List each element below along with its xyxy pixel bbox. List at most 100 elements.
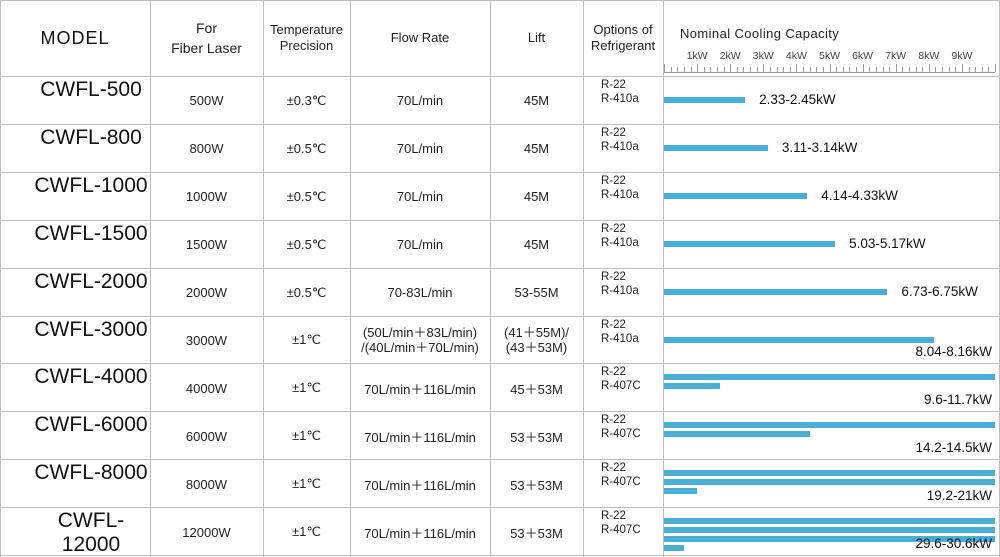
cell-flow: 70L/min	[350, 174, 490, 220]
cell-temp-text: ±0.3℃	[286, 92, 327, 108]
cell-lift-text: 45M	[523, 237, 550, 253]
cell-temp: ±1℃	[263, 318, 350, 364]
cell-lift-text: 53＋53M	[510, 429, 563, 445]
column-divider	[350, 0, 351, 557]
cell-refrigerant: R-22 R-407C	[583, 365, 663, 411]
header-lift-text: Lift	[527, 30, 546, 45]
scale-tick	[677, 67, 679, 72]
scale-tick	[928, 64, 930, 72]
scale-tick	[683, 67, 685, 72]
cell-model: CWFL-12000	[0, 509, 150, 556]
row-divider	[0, 0, 1000, 1]
capacity-bar	[664, 470, 995, 477]
row-divider	[0, 219, 1000, 221]
table-row: CWFL-500 500W ±0.3℃ 70L/min 45M R-22 R-410a 2.3…	[0, 78, 1000, 126]
cell-refrigerant-text: R-22	[601, 510, 626, 523]
cell-model: CWFL-800	[0, 126, 150, 172]
cell-laser: 500W	[150, 78, 263, 124]
table-row: CWFL-1500 1500W ±0.5℃ 70L/min 45M R-22 R-410a 5…	[0, 222, 1000, 270]
header-lift: Lift	[490, 0, 583, 76]
cell-laser-text: 500W	[189, 93, 224, 109]
cell-model-text: CWFL-2000	[34, 269, 148, 293]
cell-temp: ±1℃	[263, 509, 350, 555]
cell-temp-text: ±1℃	[292, 476, 321, 492]
capacity-bar	[664, 422, 995, 429]
capacity-bar	[664, 431, 810, 438]
capacity-value-label: 6.73-6.75kW	[901, 283, 978, 299]
capacity-bar	[664, 527, 995, 534]
capacity-bar	[664, 536, 995, 543]
cell-flow-text: /(40L/min＋70L/min)	[361, 340, 479, 356]
scale-tick	[902, 67, 904, 72]
capacity-value-label: 4.14-4.33kW	[821, 187, 898, 203]
capacity-bar	[664, 374, 995, 381]
scale-tick	[736, 67, 738, 72]
scale-tick	[882, 67, 884, 72]
scale-tick	[816, 67, 818, 72]
cell-laser: 1500W	[150, 222, 263, 268]
scale-tick	[908, 67, 910, 72]
scale-tick	[842, 67, 844, 72]
row-divider	[0, 411, 1000, 413]
cell-laser-text: 800W	[189, 141, 224, 157]
scale-tick	[763, 64, 765, 72]
scale-tick-label: 6kW	[852, 50, 874, 62]
cell-temp: ±1℃	[263, 461, 350, 507]
cell-temp-text: ±0.5℃	[286, 236, 327, 252]
capacity-bar	[664, 479, 995, 486]
cell-model-text: CWFL-1500	[34, 221, 148, 245]
cell-model: CWFL-3000	[0, 318, 150, 364]
row-divider	[0, 267, 1000, 269]
capacity-value-label: 2.33-2.45kW	[759, 92, 836, 107]
scale-tick	[895, 64, 897, 72]
row-divider	[0, 315, 1000, 317]
scale-tick	[961, 64, 963, 72]
scale-tick	[730, 64, 732, 72]
scale-tick	[862, 64, 864, 72]
cell-lift-text: 45M	[523, 189, 550, 205]
cell-lift: 53-55M	[490, 270, 583, 316]
cell-flow-text: 70L/min＋116L/min	[364, 429, 476, 445]
scale-tick	[849, 67, 851, 72]
cell-refrigerant: R-22 R-410a	[583, 174, 663, 220]
scale-tick	[942, 67, 943, 72]
cell-laser: 3000W	[150, 318, 263, 364]
capacity-bar	[664, 288, 888, 295]
cell-model: CWFL-8000	[0, 461, 150, 507]
scale-tick-label: 5kW	[819, 50, 840, 62]
capacity-value-label: 19.2-21kW	[926, 488, 992, 504]
scale-tick	[783, 67, 785, 72]
cell-model-text: CWFL-6000	[34, 413, 148, 437]
cell-temp: ±0.5℃	[263, 270, 350, 316]
header-laser-text: Fiber Laser	[171, 40, 242, 56]
scale-tick	[935, 67, 937, 72]
scale-tick	[789, 67, 791, 72]
table-row: CWFL-800 800W ±0.5℃ 70L/min 45M R-22 R-410a 3.1…	[0, 126, 1000, 174]
cell-laser: 12000W	[150, 509, 263, 555]
scale-tick	[995, 64, 996, 72]
table-row: CWFL-3000 3000W ±1℃ (50L/min＋83L/min)/(40L/…	[0, 318, 1000, 366]
capacity-bar	[664, 336, 935, 343]
cell-lift: 45M	[490, 126, 583, 172]
cell-refrigerant: R-22 R-410a	[583, 78, 663, 124]
scale-ruler	[664, 72, 995, 73]
cell-refrigerant: R-22 R-410a	[583, 270, 663, 316]
cell-laser-text: 1500W	[185, 237, 228, 253]
cell-refrigerant-text: R-22	[601, 270, 626, 283]
row-divider	[0, 555, 1000, 556]
header-capacity: Nominal Cooling Capacity	[680, 26, 840, 41]
cell-refrigerant-text: R-407C	[601, 380, 641, 393]
scale-tick-label: 8kW	[918, 50, 940, 62]
cell-lift-text: 53＋53M	[510, 477, 563, 493]
capacity-bar	[664, 383, 721, 390]
cell-refrigerant-text: R-410a	[601, 332, 639, 345]
cell-model: CWFL-1000	[0, 174, 150, 220]
cell-lift: 45M	[490, 174, 583, 220]
cell-flow: (50L/min＋83L/min)/(40L/min＋70L/min)	[350, 318, 490, 364]
cell-model-text: CWFL-1000	[34, 173, 148, 197]
header-laser-text: For	[196, 20, 217, 36]
cell-lift: 45M	[490, 78, 583, 124]
cell-refrigerant: R-22 R-410a	[583, 222, 663, 268]
capacity-value-label: 3.11-3.14kW	[781, 139, 858, 155]
header-model-text: MODEL	[40, 27, 110, 48]
